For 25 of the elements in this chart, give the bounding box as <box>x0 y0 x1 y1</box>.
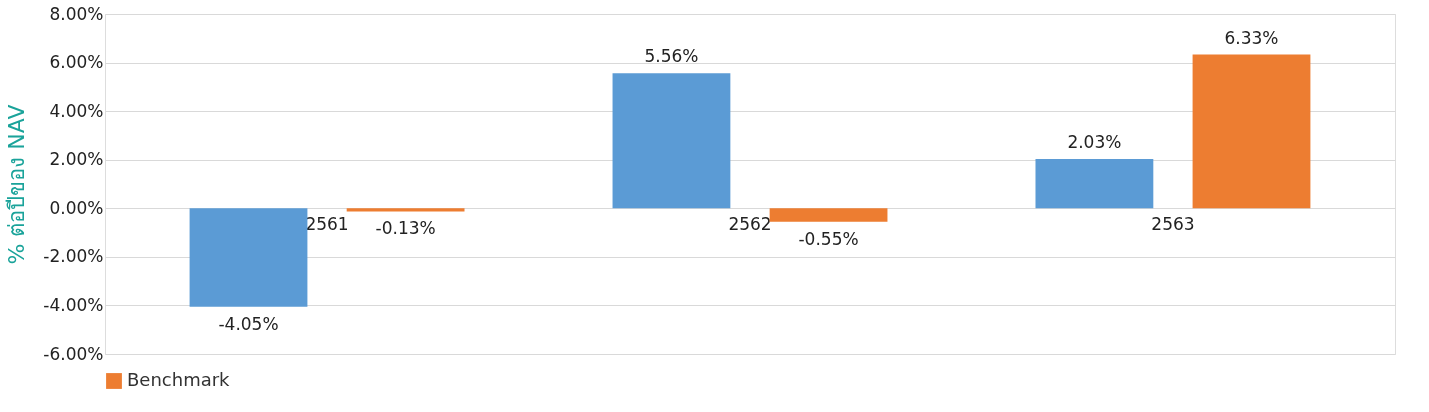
x-tick-label: 2561 <box>305 213 349 234</box>
x-tick-label: 2562 <box>728 213 772 234</box>
y-tick-label: -6.00% <box>43 343 104 364</box>
bar <box>346 208 465 212</box>
bar <box>189 208 308 307</box>
data-label: 6.33% <box>1224 27 1279 48</box>
y-axis-title: % ต่อปีของ NAV <box>4 104 30 265</box>
x-tick-label: 2563 <box>1151 213 1195 234</box>
data-label: 5.56% <box>644 46 699 67</box>
y-tick-label: -4.00% <box>43 294 104 315</box>
data-label: -0.13% <box>375 218 436 239</box>
data-label: 2.03% <box>1067 131 1122 152</box>
y-tick-label: -2.00% <box>43 246 104 267</box>
bar <box>1192 54 1311 209</box>
y-tick-label: 8.00% <box>49 3 104 24</box>
data-label: -4.05% <box>218 313 279 334</box>
y-tick-label: 6.00% <box>49 52 104 73</box>
y-tick-label: 4.00% <box>49 100 104 121</box>
data-label: -0.55% <box>798 228 859 249</box>
bar <box>1035 158 1154 209</box>
bar <box>612 73 731 209</box>
y-tick-label: 2.00% <box>49 149 104 170</box>
y-tick-label: 0.00% <box>49 197 104 218</box>
bar <box>769 208 888 222</box>
legend-label: Benchmark <box>127 369 231 390</box>
